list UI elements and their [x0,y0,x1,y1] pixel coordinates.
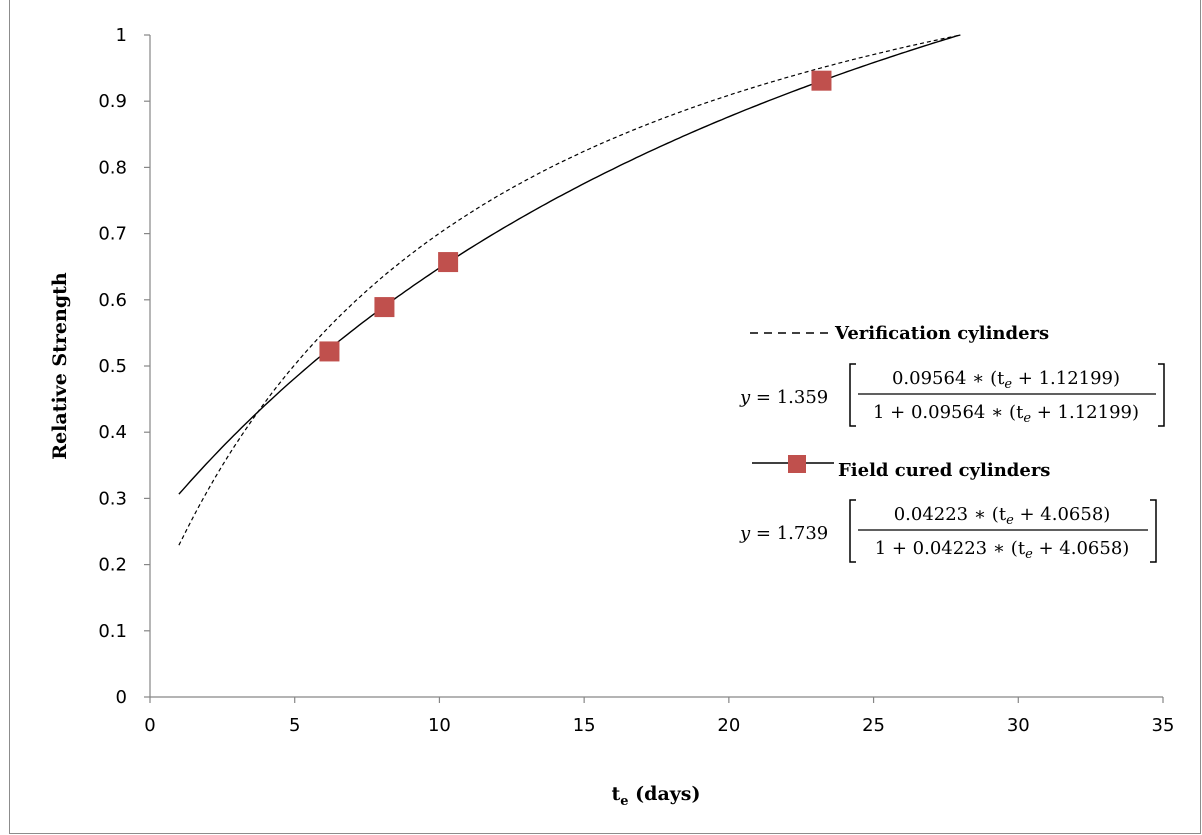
y-tick-label: 0 [116,687,127,708]
x-axis-label-sub: e [620,794,628,809]
eq2-bracket-left [849,499,856,563]
legend-field-label: Field cured cylinders [838,460,1050,481]
svg-text:y = 1.739: y = 1.739 [739,523,828,544]
y-tick-label: 0.8 [98,157,127,178]
svg-text:1 + 0.04223 ∗ (te + 4.0658): 1 + 0.04223 ∗ (te + 4.0658) [875,538,1130,562]
x-tick-label: 35 [1152,715,1175,736]
y-tick-label: 0.3 [98,488,127,509]
eq2-den-sub: e [1025,547,1033,562]
eq2-num-sub: e [1006,513,1014,528]
y-tick-label: 0.4 [98,422,127,443]
x-tick-label: 20 [717,715,740,736]
svg-text:1 + 0.09564 ∗ (te + 1.12199): 1 + 0.09564 ∗ (te + 1.12199) [873,402,1139,426]
y-tick-label: 0.5 [98,356,127,377]
legend-field-swatch-marker [788,455,806,473]
eq2-num: 0.04223 ∗ (t [894,504,1007,525]
y-tick-label: 0.7 [98,224,127,245]
legend-verification-label: Verification cylinders [834,323,1049,344]
data-point-marker [374,297,395,318]
series-markers [319,70,832,362]
legend: Verification cylinders y = 1.359 0.09564… [739,323,1165,563]
y-tick-label: 0.1 [98,621,127,642]
curve-verification [178,34,961,546]
eq1-lhs: y [739,387,751,408]
eq2-den: 1 + 0.04223 ∗ (t [875,538,1026,559]
x-axis-label-var: t [612,783,621,805]
eq1-den-end: + 1.12199) [1031,402,1139,423]
eq2-lhs: y [739,523,751,544]
data-point-marker [811,70,832,91]
eq1-num: 0.09564 ∗ (t [892,368,1005,389]
eq1-coef: 1.359 [777,387,829,408]
y-tick-labels: 0 0.1 0.2 0.3 0.4 0.5 0.6 0.7 0.8 0.9 1 [98,25,127,708]
eq2-den-end: + 4.0658) [1033,538,1130,559]
eq2-bracket-right [1150,499,1157,563]
y-tick-label: 0.2 [98,555,127,576]
x-axis-label-unit: (days) [629,783,701,805]
eq1-bracket-right [1158,363,1165,427]
eq2-num-end: + 4.0658) [1014,504,1111,525]
x-tick-label: 5 [289,715,300,736]
verification-equation: y = 1.359 0.09564 ∗ (te + 1.12199) 1 + 0… [739,363,1165,427]
y-axis-label: Relative Strength [49,272,71,460]
x-tick-label: 15 [573,715,596,736]
curve-field-cured [178,34,961,495]
axes [144,34,1164,703]
y-tick-label: 0.6 [98,290,127,311]
eq1-num-sub: e [1004,377,1012,392]
eq1-bracket-left [849,363,856,427]
svg-text:y = 1.359: y = 1.359 [739,387,828,408]
data-point-marker [319,341,340,362]
svg-text:0.09564 ∗ (te + 1.12199): 0.09564 ∗ (te + 1.12199) [892,368,1120,392]
eq2-coef: 1.739 [777,523,829,544]
chart-frame [9,0,1201,834]
x-axis-label: te (days) [612,783,701,809]
eq1-den-sub: e [1023,411,1031,426]
field-equation: y = 1.739 0.04223 ∗ (te + 4.0658) 1 + 0.… [739,499,1157,563]
eq1-den: 1 + 0.09564 ∗ (t [873,402,1024,423]
x-tick-label: 10 [428,715,451,736]
x-tick-label: 0 [144,715,155,736]
x-tick-label: 30 [1007,715,1030,736]
svg-text:0.04223 ∗ (te + 4.0658): 0.04223 ∗ (te + 4.0658) [894,504,1111,528]
x-tick-label: 25 [862,715,885,736]
y-tick-label: 0.9 [98,91,127,112]
data-point-marker [438,252,459,273]
eq1-num-end: + 1.12199) [1012,368,1120,389]
y-tick-label: 1 [116,25,127,46]
x-tick-labels: 0 5 10 15 20 25 30 35 [144,715,1174,736]
